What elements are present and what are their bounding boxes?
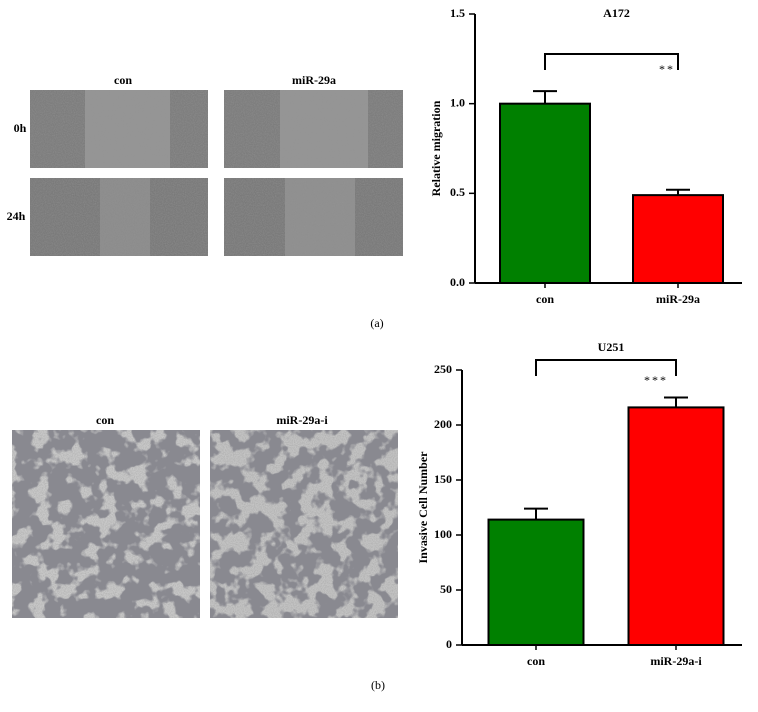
y-tick-label: 100	[434, 527, 452, 541]
y-tick-label: 150	[434, 472, 452, 486]
y-tick-label: 1.5	[450, 6, 465, 20]
bar	[487, 518, 585, 646]
column-label: con	[114, 73, 132, 87]
x-tick-label: miR-29a	[656, 292, 700, 306]
column-label: miR-29a-i	[276, 413, 328, 427]
significance-bracket	[544, 53, 679, 70]
y-axis-label: Relative migration	[429, 100, 443, 196]
row-label: 0h	[14, 121, 27, 135]
x-tick-label: miR-29a-i	[650, 654, 702, 668]
y-axis-label: Invasive Cell Number	[416, 451, 430, 564]
y-tick-label: 0	[446, 637, 452, 651]
panel-label: (a)	[370, 316, 383, 330]
panel-label: (b)	[371, 678, 385, 692]
y-tick-label: 250	[434, 362, 452, 376]
significance-label: **	[659, 62, 675, 76]
x-tick-label: con	[536, 292, 554, 306]
bar	[499, 102, 591, 284]
y-tick-label: 200	[434, 417, 452, 431]
bar	[627, 406, 725, 646]
column-label: con	[96, 413, 114, 427]
y-tick-label: 1.0	[450, 95, 465, 109]
column-label: miR-29a	[292, 73, 336, 87]
y-tick-label: 0.5	[450, 185, 465, 199]
significance-bracket	[535, 359, 677, 376]
transwell-image	[12, 430, 398, 618]
y-tick-label: 50	[440, 582, 452, 596]
chart-title: U251	[598, 340, 625, 354]
chart-title: A172	[603, 6, 630, 20]
significance-label: ***	[644, 373, 668, 387]
bar	[632, 194, 724, 284]
row-label: 24h	[7, 209, 26, 223]
scratch-image	[30, 90, 403, 256]
y-tick-label: 0.0	[450, 275, 465, 289]
x-tick-label: con	[527, 654, 545, 668]
